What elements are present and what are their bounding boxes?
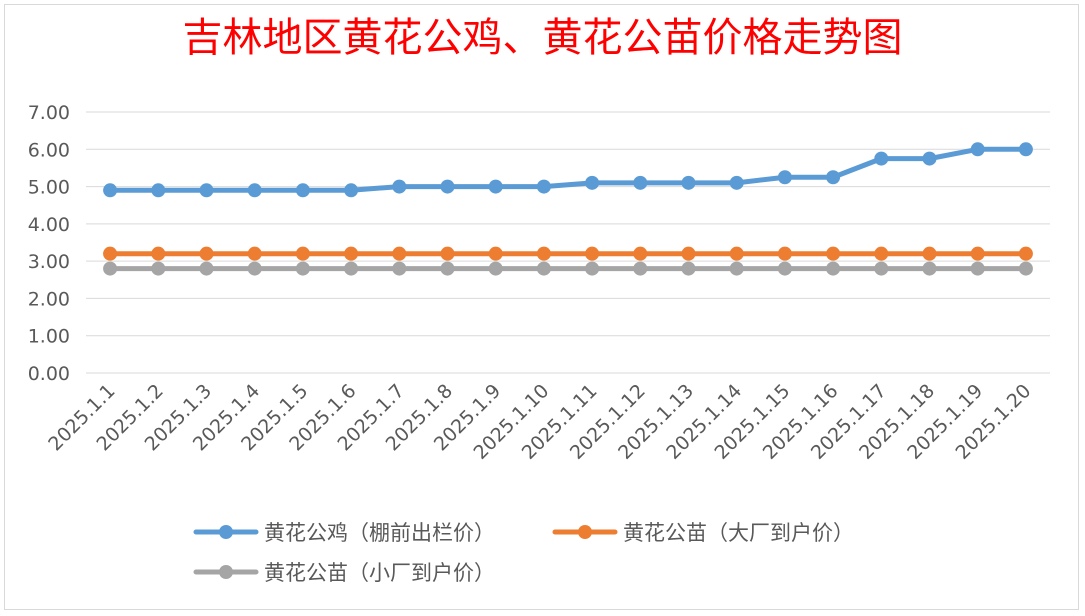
data-point (199, 183, 214, 198)
data-point (151, 183, 166, 198)
data-point (729, 261, 744, 276)
data-point (344, 183, 359, 198)
chart-title: 吉林地区黄花公鸡、黄花公苗价格走势图 (182, 15, 903, 61)
data-point (633, 261, 648, 276)
data-point (536, 246, 551, 261)
data-point (1018, 142, 1033, 157)
legend: 黄花公鸡（棚前出栏价） 黄花公苗（大厂到户价） 黄花公苗（小厂到户价） (193, 521, 854, 585)
y-tick-label: 7.00 (28, 102, 70, 124)
chart-frame (4, 4, 1079, 610)
data-point (633, 246, 648, 261)
data-point (247, 261, 262, 276)
data-point (392, 246, 407, 261)
data-point (199, 261, 214, 276)
series-1 (103, 142, 1033, 198)
data-point (681, 175, 696, 190)
data-point (826, 246, 841, 261)
data-point (874, 246, 889, 261)
data-point (970, 142, 985, 157)
legend-entry-2: 黄花公苗（大厂到户价） (552, 521, 854, 545)
data-point (247, 246, 262, 261)
y-axis-ticks: 0.00 1.00 2.00 3.00 4.00 5.00 6.00 7.00 (28, 102, 70, 385)
data-point (295, 183, 310, 198)
data-point (922, 151, 937, 166)
data-point (777, 261, 792, 276)
data-point (585, 175, 600, 190)
data-point (1018, 261, 1033, 276)
y-tick-label: 2.00 (28, 288, 70, 310)
legend-entry-3: 黄花公苗（小厂到户价） (193, 561, 495, 585)
data-point (488, 179, 503, 194)
data-point (874, 151, 889, 166)
x-axis-ticks: 2025.1.12025.1.22025.1.32025.1.42025.1.5… (44, 380, 1035, 464)
data-point (103, 246, 118, 261)
series-2 (103, 246, 1033, 261)
data-point (681, 246, 696, 261)
data-point (488, 246, 503, 261)
data-point (440, 246, 455, 261)
data-point (729, 175, 744, 190)
legend-label: 黄花公鸡（棚前出栏价） (264, 521, 495, 545)
data-point (874, 261, 889, 276)
series-3 (103, 261, 1033, 276)
y-tick-label: 6.00 (28, 139, 70, 161)
data-point (777, 170, 792, 185)
series-lines (103, 142, 1033, 276)
data-point (681, 261, 696, 276)
data-point (536, 179, 551, 194)
data-point (633, 175, 648, 190)
series-line (107, 146, 1029, 193)
legend-label: 黄花公苗（小厂到户价） (264, 561, 495, 585)
data-point (151, 246, 166, 261)
gridlines (86, 111, 1050, 374)
legend-swatch-marker (578, 525, 592, 539)
y-tick-label: 3.00 (28, 251, 70, 273)
data-point (103, 261, 118, 276)
data-point (392, 261, 407, 276)
data-point (344, 246, 359, 261)
data-point (151, 261, 166, 276)
data-point (826, 261, 841, 276)
y-tick-label: 1.00 (28, 326, 70, 348)
data-point (440, 179, 455, 194)
data-point (344, 261, 359, 276)
data-point (392, 179, 407, 194)
data-point (1018, 246, 1033, 261)
legend-swatch-marker (219, 565, 233, 579)
y-tick-label: 0.00 (28, 363, 70, 385)
legend-swatch-marker (219, 525, 233, 539)
data-point (247, 183, 262, 198)
data-point (729, 246, 744, 261)
data-point (295, 261, 310, 276)
legend-label: 黄花公苗（大厂到户价） (623, 521, 854, 545)
data-point (922, 261, 937, 276)
data-point (103, 183, 118, 198)
data-point (488, 261, 503, 276)
data-point (970, 246, 985, 261)
legend-entry-1: 黄花公鸡（棚前出栏价） (193, 521, 495, 545)
y-tick-label: 4.00 (28, 214, 70, 236)
data-point (585, 261, 600, 276)
data-point (826, 170, 841, 185)
data-point (922, 246, 937, 261)
data-point (295, 246, 310, 261)
data-point (199, 246, 214, 261)
data-point (777, 246, 792, 261)
data-point (970, 261, 985, 276)
data-point (536, 261, 551, 276)
y-tick-label: 5.00 (28, 177, 70, 199)
data-point (585, 246, 600, 261)
data-point (440, 261, 455, 276)
